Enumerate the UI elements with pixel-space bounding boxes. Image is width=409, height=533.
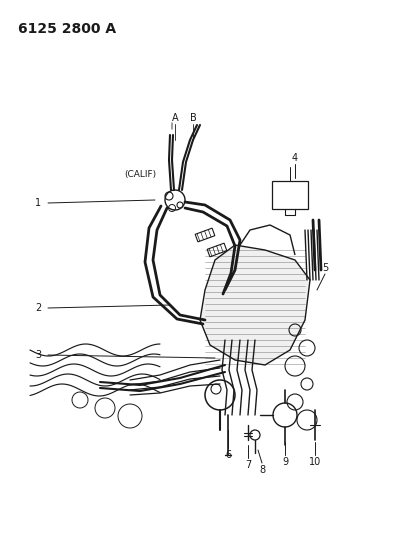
Text: 6125 2800 A: 6125 2800 A [18,22,116,36]
Text: 9: 9 [281,457,288,467]
Text: 4: 4 [291,153,297,163]
Bar [207,243,226,257]
Text: 6: 6 [225,450,231,460]
Text: (CALIF): (CALIF) [124,171,156,180]
Text: A: A [171,113,178,123]
Text: 3: 3 [35,350,41,360]
Text: 2: 2 [35,303,41,313]
Bar [195,228,214,242]
Text: 10: 10 [308,457,320,467]
Text: 1: 1 [35,198,41,208]
Text: 5: 5 [321,263,327,273]
Text: B: B [189,113,196,123]
Bar [271,181,307,209]
Polygon shape [200,245,309,365]
Text: 8: 8 [258,465,264,475]
Text: 7: 7 [244,460,250,470]
